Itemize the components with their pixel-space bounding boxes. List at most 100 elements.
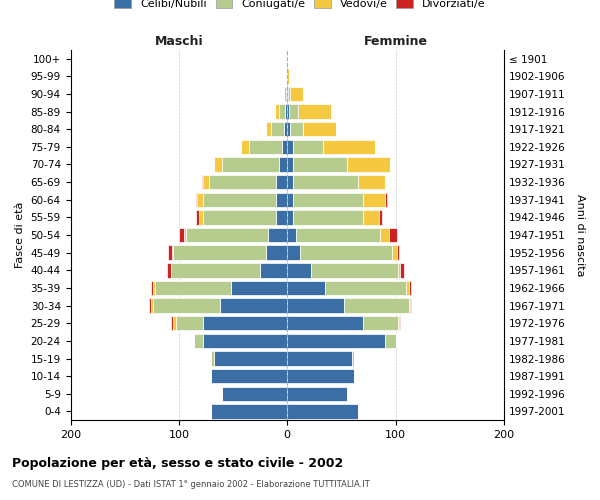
- Bar: [289, 104, 298, 119]
- Bar: [293, 192, 363, 207]
- Bar: [203, 210, 277, 224]
- Bar: [211, 404, 287, 418]
- Bar: [287, 140, 293, 154]
- Bar: [222, 158, 278, 172]
- Bar: [179, 228, 184, 242]
- Bar: [385, 192, 387, 207]
- Bar: [209, 175, 277, 190]
- Bar: [352, 352, 355, 366]
- Bar: [278, 158, 287, 172]
- Bar: [194, 334, 203, 348]
- Bar: [296, 228, 380, 242]
- Bar: [287, 192, 293, 207]
- Bar: [311, 263, 398, 278]
- Bar: [275, 104, 278, 119]
- Bar: [300, 246, 392, 260]
- Bar: [293, 175, 358, 190]
- Bar: [325, 280, 406, 295]
- Bar: [278, 104, 285, 119]
- Bar: [286, 86, 287, 101]
- Bar: [176, 316, 203, 330]
- Bar: [220, 298, 287, 313]
- Bar: [406, 280, 409, 295]
- Bar: [290, 86, 304, 101]
- Bar: [287, 280, 325, 295]
- Bar: [287, 263, 311, 278]
- Bar: [287, 86, 289, 101]
- Bar: [379, 210, 382, 224]
- Bar: [284, 86, 286, 101]
- Bar: [151, 280, 153, 295]
- Bar: [287, 369, 355, 384]
- Y-axis label: Fasce di età: Fasce di età: [15, 202, 25, 268]
- Bar: [287, 228, 296, 242]
- Bar: [363, 192, 385, 207]
- Bar: [389, 228, 397, 242]
- Bar: [268, 228, 287, 242]
- Bar: [203, 175, 209, 190]
- Bar: [214, 158, 222, 172]
- Bar: [167, 263, 171, 278]
- Bar: [304, 122, 336, 136]
- Bar: [196, 210, 199, 224]
- Bar: [277, 210, 287, 224]
- Bar: [409, 298, 410, 313]
- Bar: [287, 158, 293, 172]
- Bar: [203, 316, 287, 330]
- Bar: [151, 298, 153, 313]
- Bar: [173, 316, 176, 330]
- Bar: [323, 140, 375, 154]
- Bar: [168, 246, 172, 260]
- Bar: [172, 246, 173, 260]
- Bar: [173, 246, 266, 260]
- Bar: [363, 316, 398, 330]
- Bar: [287, 175, 293, 190]
- Bar: [293, 158, 347, 172]
- Text: COMUNE DI LESTIZZA (UD) - Dati ISTAT 1° gennaio 2002 - Elaborazione TUTTITALIA.I: COMUNE DI LESTIZZA (UD) - Dati ISTAT 1° …: [12, 480, 370, 489]
- Bar: [211, 369, 287, 384]
- Bar: [277, 175, 287, 190]
- Bar: [222, 386, 287, 401]
- Bar: [397, 246, 399, 260]
- Bar: [398, 263, 400, 278]
- Bar: [211, 352, 214, 366]
- Bar: [284, 122, 287, 136]
- Bar: [392, 246, 397, 260]
- Text: Maschi: Maschi: [155, 35, 203, 48]
- Bar: [287, 352, 352, 366]
- Bar: [287, 386, 347, 401]
- Bar: [171, 316, 173, 330]
- Bar: [287, 404, 358, 418]
- Bar: [184, 228, 187, 242]
- Bar: [410, 298, 411, 313]
- Bar: [287, 298, 344, 313]
- Bar: [287, 69, 289, 84]
- Bar: [287, 104, 289, 119]
- Bar: [287, 122, 290, 136]
- Bar: [199, 210, 203, 224]
- Bar: [241, 140, 250, 154]
- Bar: [214, 352, 287, 366]
- Bar: [380, 228, 389, 242]
- Bar: [385, 334, 395, 348]
- Bar: [250, 140, 282, 154]
- Bar: [277, 192, 287, 207]
- Bar: [196, 192, 197, 207]
- Bar: [293, 140, 323, 154]
- Bar: [363, 210, 379, 224]
- Legend: Celibi/Nubili, Coniugati/e, Vedovi/e, Divorziati/e: Celibi/Nubili, Coniugati/e, Vedovi/e, Di…: [112, 0, 488, 11]
- Bar: [260, 263, 287, 278]
- Bar: [153, 298, 220, 313]
- Text: Popolazione per età, sesso e stato civile - 2002: Popolazione per età, sesso e stato civil…: [12, 458, 343, 470]
- Bar: [231, 280, 287, 295]
- Bar: [153, 280, 155, 295]
- Bar: [409, 280, 411, 295]
- Bar: [203, 192, 277, 207]
- Bar: [398, 316, 399, 330]
- Bar: [197, 192, 203, 207]
- Bar: [287, 210, 293, 224]
- Bar: [149, 298, 151, 313]
- Bar: [298, 104, 331, 119]
- Bar: [266, 246, 287, 260]
- Bar: [400, 263, 404, 278]
